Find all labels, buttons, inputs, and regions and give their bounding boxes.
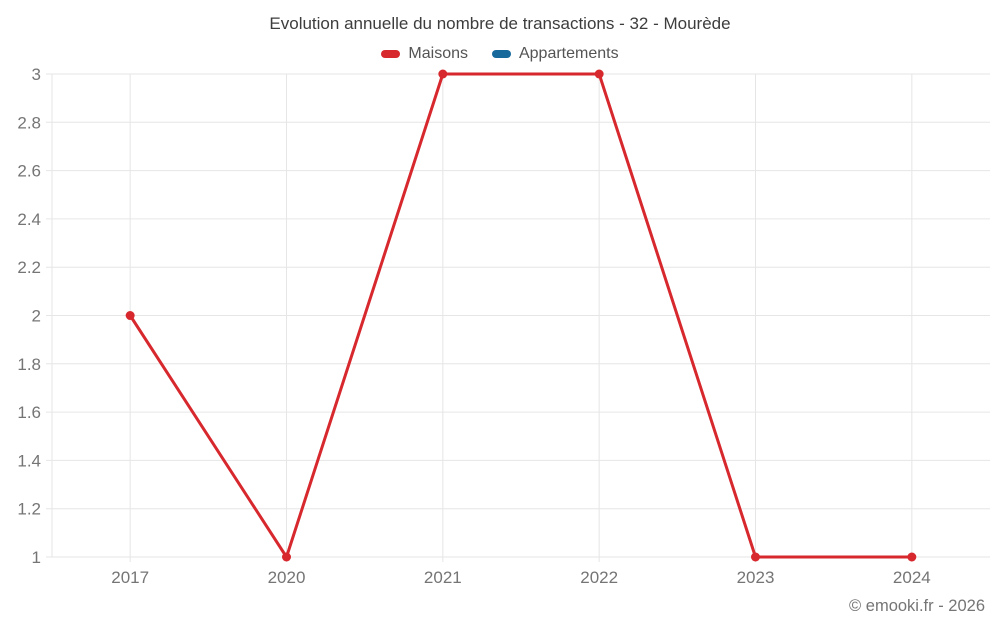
data-point-maisons-2024[interactable] — [907, 552, 917, 562]
x-tick-label: 2024 — [893, 568, 931, 587]
y-tick-label: 2 — [32, 306, 41, 325]
maisons-color-swatch — [381, 50, 401, 58]
series-line-maisons — [128, 72, 914, 559]
appartements-color-swatch — [491, 50, 511, 58]
maisons-legend-label: Maisons — [408, 45, 468, 62]
y-tick-label: 1.4 — [17, 451, 41, 470]
data-point-maisons-2021[interactable] — [438, 69, 448, 79]
data-point-maisons-2020[interactable] — [282, 552, 291, 562]
y-tick-label: 3 — [32, 65, 41, 84]
appartements-legend-label: Appartements — [518, 45, 619, 62]
y-tick-label: 1.2 — [17, 500, 41, 519]
chart-title: Evolution annuelle du nombre de transact… — [269, 14, 731, 33]
x-tick-label: 2017 — [111, 568, 149, 587]
copyright-note: © emooki.fr - 2026 — [849, 597, 985, 615]
data-point-maisons-2023[interactable] — [751, 552, 760, 562]
y-tick-label: 2.6 — [17, 162, 41, 181]
y-tick-label: 1 — [32, 548, 41, 567]
y-tick-label: 1.6 — [17, 403, 41, 422]
x-tick-label: 2022 — [580, 568, 618, 587]
chart-legend: Maisons Appartements — [0, 44, 1000, 64]
legend-item-appartements: Appartements — [491, 45, 619, 63]
y-tick-label: 2.4 — [17, 210, 41, 229]
x-tick-label: 2020 — [268, 568, 306, 587]
x-tick-label: 2021 — [424, 568, 462, 587]
data-point-maisons-2017[interactable] — [125, 311, 135, 320]
legend-item-maisons: Maisons — [381, 45, 468, 63]
y-tick-label: 2.8 — [17, 113, 41, 132]
y-tick-label: 2.2 — [17, 258, 41, 277]
y-tick-label: 1.8 — [17, 355, 41, 374]
data-point-maisons-2022[interactable] — [594, 69, 604, 79]
x-tick-label: 2023 — [737, 568, 775, 587]
